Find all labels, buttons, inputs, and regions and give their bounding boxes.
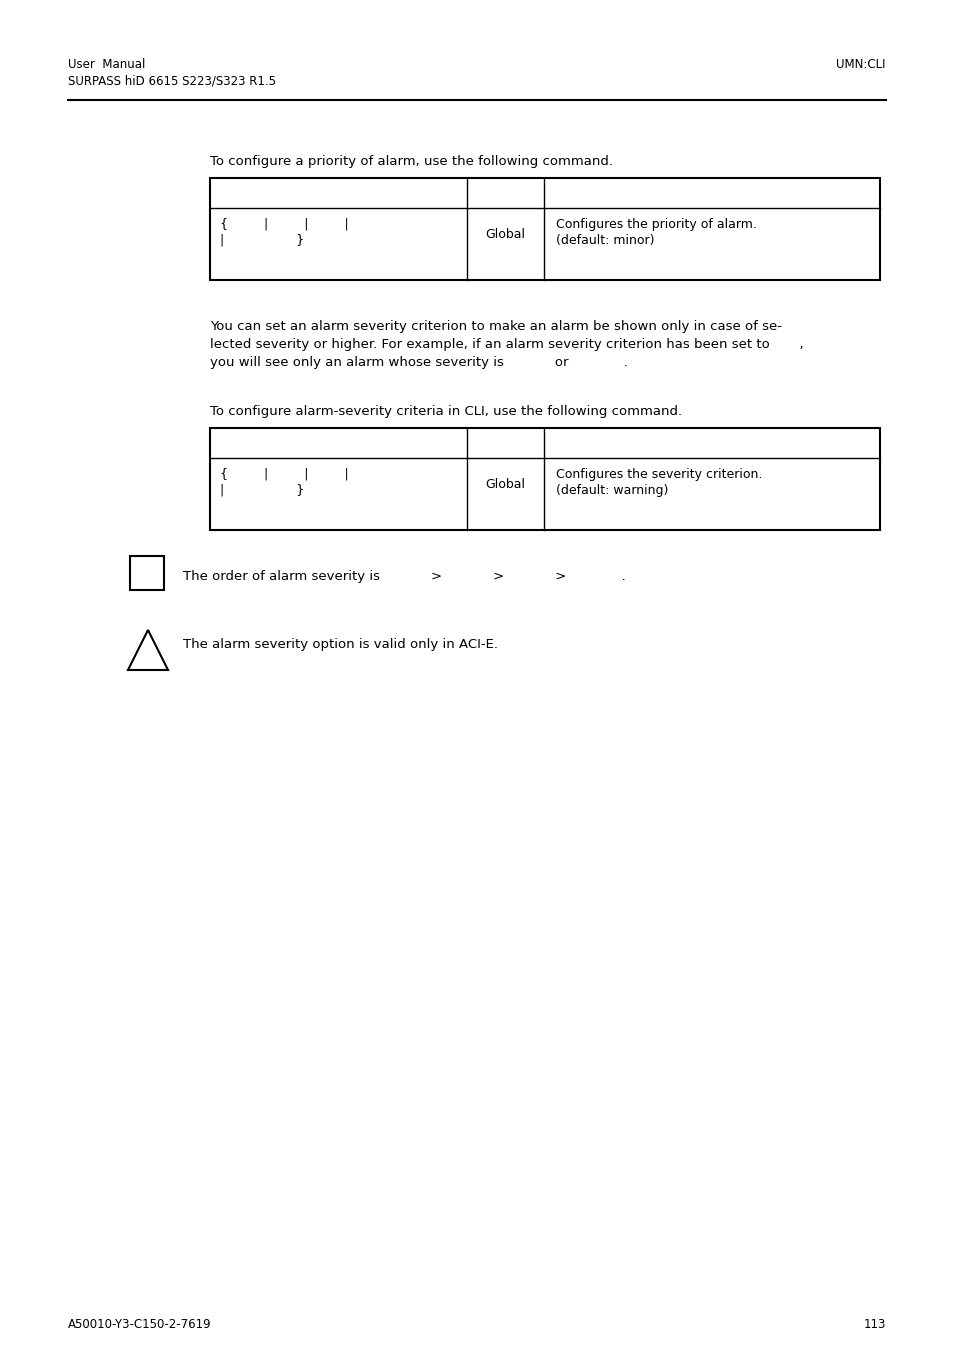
Text: A50010-Y3-C150-2-7619: A50010-Y3-C150-2-7619 <box>68 1318 212 1331</box>
Text: User  Manual: User Manual <box>68 58 145 72</box>
Text: To configure a priority of alarm, use the following command.: To configure a priority of alarm, use th… <box>210 155 613 167</box>
Text: Global: Global <box>484 478 524 491</box>
Text: (default: minor): (default: minor) <box>556 234 654 247</box>
Bar <box>210 178 879 279</box>
Text: {         |         |         |: { | | | <box>220 217 349 231</box>
Text: The order of alarm severity is            >            >            >           : The order of alarm severity is > > > <box>183 570 625 583</box>
Text: Configures the priority of alarm.: Configures the priority of alarm. <box>556 217 756 231</box>
Text: The alarm severity option is valid only in ACI-E.: The alarm severity option is valid only … <box>183 639 497 651</box>
Text: Configures the severity criterion.: Configures the severity criterion. <box>556 468 761 481</box>
Text: You can set an alarm severity criterion to make an alarm be shown only in case o: You can set an alarm severity criterion … <box>210 320 781 333</box>
Text: |                  }: | } <box>220 485 304 497</box>
Text: 113: 113 <box>862 1318 885 1331</box>
Text: UMN:CLI: UMN:CLI <box>836 58 885 72</box>
Text: To configure alarm-severity criteria in CLI, use the following command.: To configure alarm-severity criteria in … <box>210 405 681 418</box>
Text: SURPASS hiD 6615 S223/S323 R1.5: SURPASS hiD 6615 S223/S323 R1.5 <box>68 76 275 88</box>
Text: |                  }: | } <box>220 234 304 247</box>
Text: (default: warning): (default: warning) <box>556 485 668 497</box>
Bar <box>130 556 164 590</box>
Bar <box>210 428 879 531</box>
Text: Global: Global <box>484 228 524 242</box>
Text: you will see only an alarm whose severity is            or             .: you will see only an alarm whose severit… <box>210 356 627 369</box>
Text: lected severity or higher. For example, if an alarm severity criterion has been : lected severity or higher. For example, … <box>210 338 802 351</box>
Text: {         |         |         |: { | | | <box>220 468 349 481</box>
